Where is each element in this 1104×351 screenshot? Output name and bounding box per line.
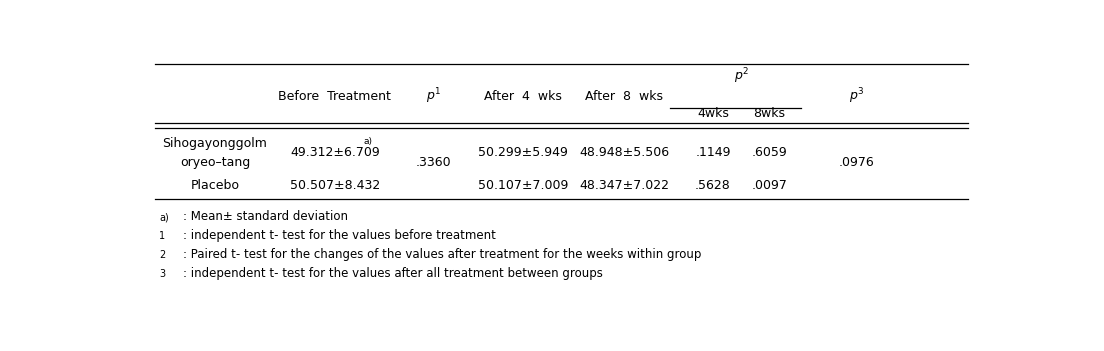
Text: 48.347±7.022: 48.347±7.022 — [578, 179, 669, 192]
Text: 8wks: 8wks — [753, 107, 785, 120]
Text: .3360: .3360 — [415, 156, 452, 169]
Text: oryeo–tang: oryeo–tang — [180, 156, 251, 169]
Text: .0097: .0097 — [752, 179, 787, 192]
Text: 49.312±6.709: 49.312±6.709 — [290, 146, 380, 159]
Text: .5628: .5628 — [696, 179, 731, 192]
Text: 50.299±5.949: 50.299±5.949 — [478, 146, 567, 159]
Text: After  4  wks: After 4 wks — [484, 90, 562, 103]
Text: 50.507±8.432: 50.507±8.432 — [289, 179, 380, 192]
Text: $\it{p}^1$: $\it{p}^1$ — [425, 86, 440, 106]
Text: Before  Treatment: Before Treatment — [278, 90, 391, 103]
Text: Sihogayonggolm: Sihogayonggolm — [162, 137, 267, 150]
Text: : independent t- test for the values after all treatment between groups: : independent t- test for the values aft… — [183, 267, 603, 280]
Text: : Paired t- test for the changes of the values after treatment for the weeks wit: : Paired t- test for the changes of the … — [183, 249, 702, 261]
Text: 1: 1 — [159, 231, 166, 241]
Text: 2: 2 — [159, 250, 166, 260]
Text: $\it{p}^2$: $\it{p}^2$ — [734, 66, 749, 86]
Text: a): a) — [159, 212, 169, 223]
Text: 48.948±5.506: 48.948±5.506 — [578, 146, 669, 159]
Text: .0976: .0976 — [839, 156, 874, 169]
Text: .6059: .6059 — [752, 146, 787, 159]
Text: 3: 3 — [159, 269, 166, 279]
Text: $\it{p}^3$: $\it{p}^3$ — [849, 86, 864, 106]
Text: 4wks: 4wks — [697, 107, 729, 120]
Text: a): a) — [364, 137, 373, 146]
Text: : Mean± standard deviation: : Mean± standard deviation — [183, 211, 349, 224]
Text: After  8  wks: After 8 wks — [585, 90, 664, 103]
Text: Placebo: Placebo — [191, 179, 240, 192]
Text: .1149: .1149 — [696, 146, 731, 159]
Text: : independent t- test for the values before treatment: : independent t- test for the values bef… — [183, 230, 496, 243]
Text: 50.107±7.009: 50.107±7.009 — [478, 179, 569, 192]
